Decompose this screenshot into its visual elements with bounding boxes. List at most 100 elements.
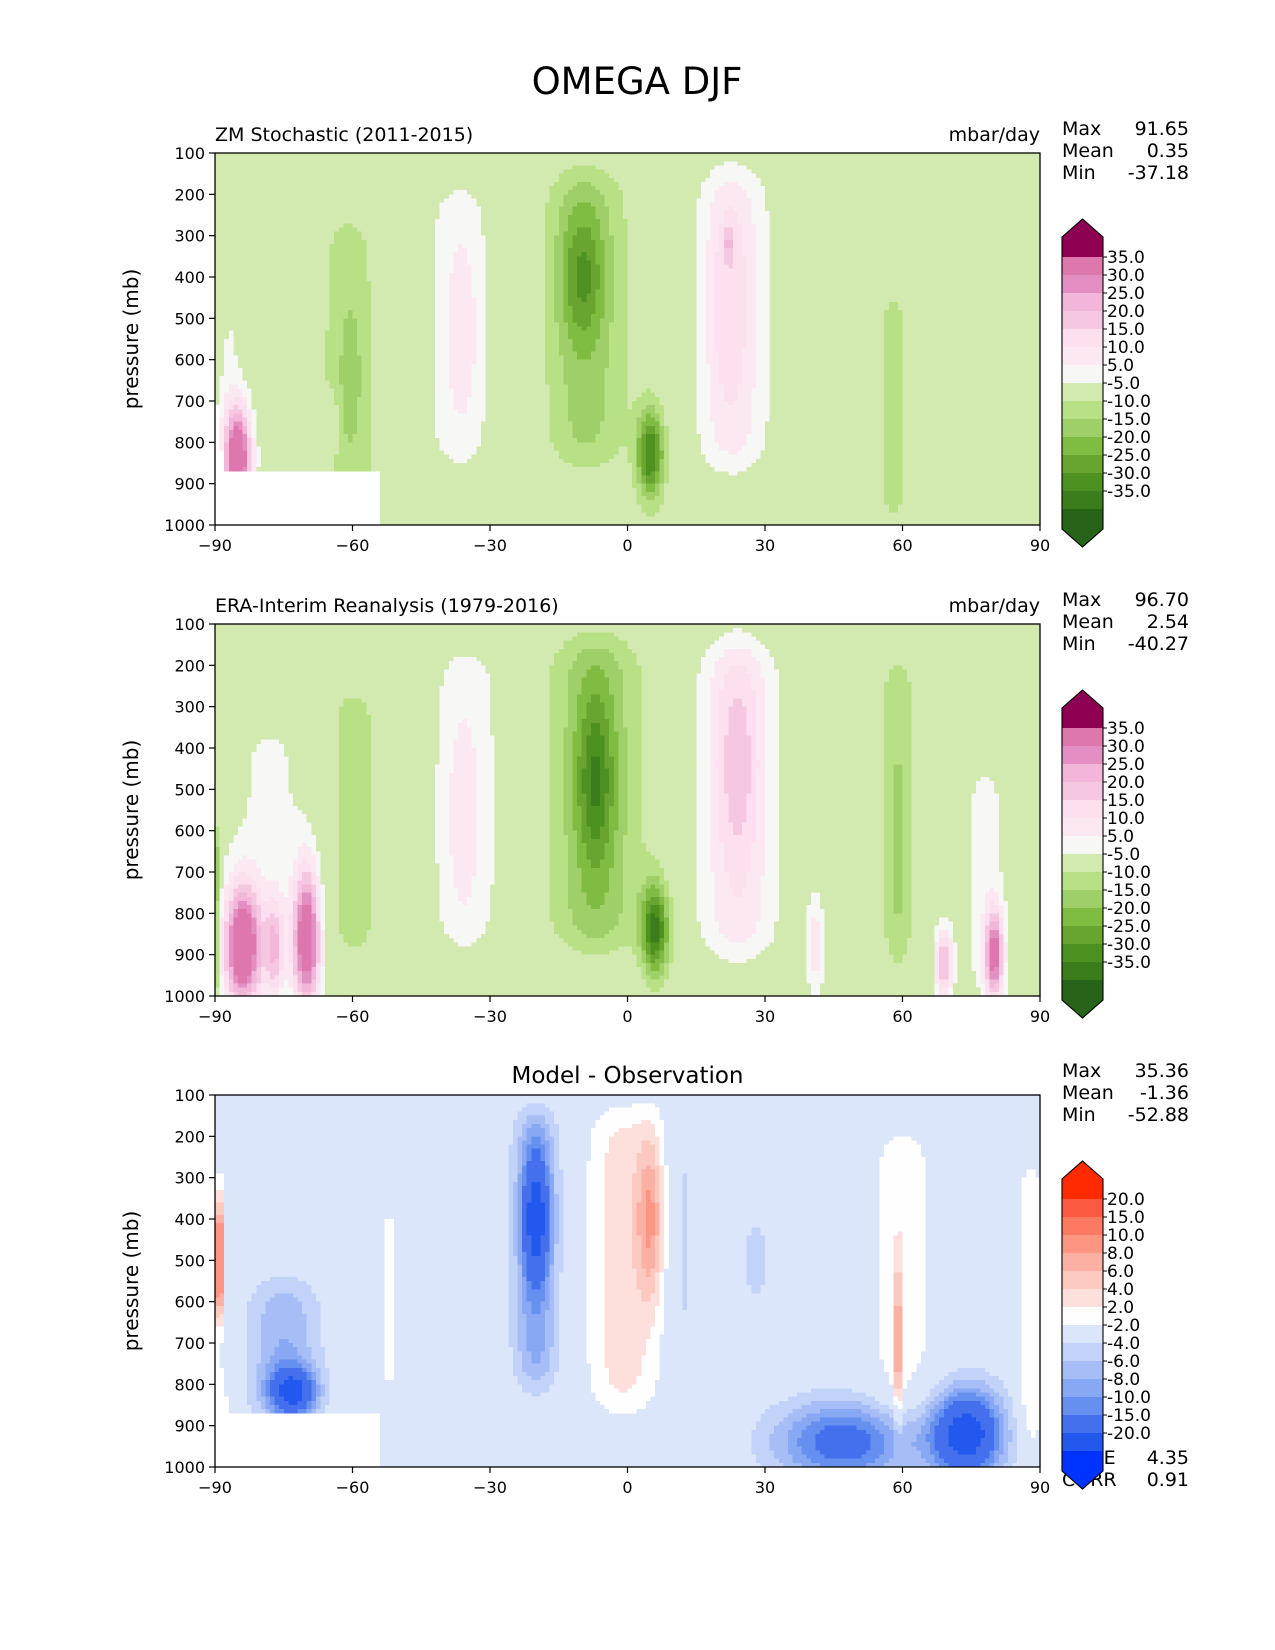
heatmap-cell	[696, 785, 711, 790]
heatmap-cell	[247, 450, 253, 456]
heatmap-cell	[256, 434, 340, 439]
heatmap-cell	[315, 954, 322, 960]
heatmap-cell	[893, 797, 904, 803]
heatmap-cell	[911, 863, 972, 869]
heatmap-cell	[526, 1144, 546, 1150]
heatmap-cell	[545, 248, 555, 253]
heatmap-cell	[590, 723, 601, 728]
heatmap-cell	[705, 648, 725, 654]
heatmap-cell	[884, 847, 894, 852]
heatmap-cell	[673, 929, 702, 935]
heatmap-cell	[884, 454, 904, 460]
heatmap-cell	[609, 748, 619, 753]
heatmap-cell	[618, 776, 629, 782]
heatmap-cell	[645, 876, 661, 881]
y-tick-label: 200	[174, 185, 205, 204]
heatmap-cell	[604, 843, 615, 848]
heatmap-cell	[247, 991, 253, 997]
heatmap-cell	[884, 913, 913, 919]
heatmap-cell	[604, 793, 615, 799]
heatmap-cell	[265, 967, 280, 972]
heatmap-cell	[311, 909, 317, 914]
heatmap-cell	[934, 929, 940, 935]
heatmap-cell	[554, 1152, 560, 1158]
x-tick-label: −60	[336, 536, 370, 555]
heatmap-cell	[751, 652, 771, 658]
heatmap-cell	[710, 772, 720, 778]
heatmap-cell	[732, 239, 743, 245]
heatmap-cell	[334, 458, 372, 464]
heatmap-cell	[696, 876, 716, 881]
heatmap-cell	[522, 1165, 528, 1170]
heatmap-cell	[215, 496, 381, 501]
heatmap-cell	[622, 686, 642, 691]
heatmap-cell	[746, 322, 757, 328]
heatmap-cell	[769, 310, 885, 315]
heatmap-cell	[723, 847, 752, 852]
heatmap-cell	[563, 735, 574, 741]
heatmap-cell	[600, 463, 633, 468]
heatmap-cell	[549, 739, 564, 745]
heatmap-cell	[627, 776, 642, 782]
heatmap-cell	[325, 896, 340, 902]
heatmap-cell	[233, 929, 253, 935]
heatmap-cell	[609, 867, 624, 873]
heatmap-cell	[755, 727, 766, 733]
heatmap-cell	[577, 272, 592, 278]
heatmap-cell	[609, 950, 633, 956]
heatmap-cell	[810, 921, 821, 927]
heatmap-cell	[549, 772, 564, 778]
heatmap-cell	[888, 946, 908, 952]
heatmap-cell	[233, 913, 239, 919]
heatmap-cell	[435, 268, 454, 274]
heatmap-cell	[655, 392, 697, 398]
heatmap-cell	[311, 950, 317, 956]
heatmap-cell	[989, 987, 1000, 993]
heatmap-cell	[618, 636, 720, 642]
heatmap-cell	[237, 425, 244, 431]
heatmap-cell	[586, 892, 606, 898]
heatmap-cell	[994, 789, 1041, 795]
heatmap-cell	[911, 686, 1041, 691]
heatmap-cell	[902, 843, 913, 848]
heatmap-cell	[664, 1165, 670, 1170]
heatmap-cell	[971, 818, 1000, 823]
heatmap-cell	[668, 950, 674, 956]
heatmap-cell	[765, 446, 885, 452]
heatmap-cell	[292, 971, 299, 976]
heatmap-cell	[696, 818, 711, 823]
heatmap-cell	[714, 665, 729, 671]
heatmap-cell	[315, 884, 322, 890]
heatmap-cell	[228, 991, 234, 997]
heatmap-cell	[971, 797, 1000, 803]
heatmap-cell	[746, 719, 757, 724]
heatmap-cell	[604, 764, 615, 770]
heatmap-cell	[590, 231, 601, 237]
heatmap-cell	[586, 851, 606, 857]
heatmap-cell	[636, 661, 702, 666]
heatmap-cell	[215, 153, 1041, 158]
heatmap-cell	[902, 471, 1041, 476]
heatmap-cell	[778, 896, 812, 902]
heatmap-cell	[893, 900, 904, 906]
heatmap-cell	[902, 909, 913, 914]
heatmap-cell	[292, 909, 299, 914]
heatmap-cell	[256, 438, 340, 443]
heatmap-cell	[549, 698, 569, 704]
colorbar: 35.030.025.020.015.010.05.0-5.0-10.0-15.…	[1061, 218, 1151, 548]
heatmap-cell	[215, 946, 221, 952]
heatmap-cell	[645, 471, 652, 476]
stat-label: Mean	[1062, 140, 1114, 162]
heatmap-cell	[696, 388, 711, 394]
heatmap-cell	[613, 793, 619, 799]
heatmap-cell	[325, 962, 638, 968]
heatmap-cell	[627, 339, 697, 344]
heatmap-cell	[641, 934, 647, 939]
heatmap-cell	[215, 1103, 528, 1108]
heatmap-cell	[549, 1157, 555, 1162]
heatmap-cell	[567, 190, 601, 195]
heatmap-cell	[370, 339, 436, 344]
heatmap-cell	[247, 405, 253, 410]
heatmap-cell	[453, 876, 473, 881]
heatmap-cell	[325, 888, 340, 894]
